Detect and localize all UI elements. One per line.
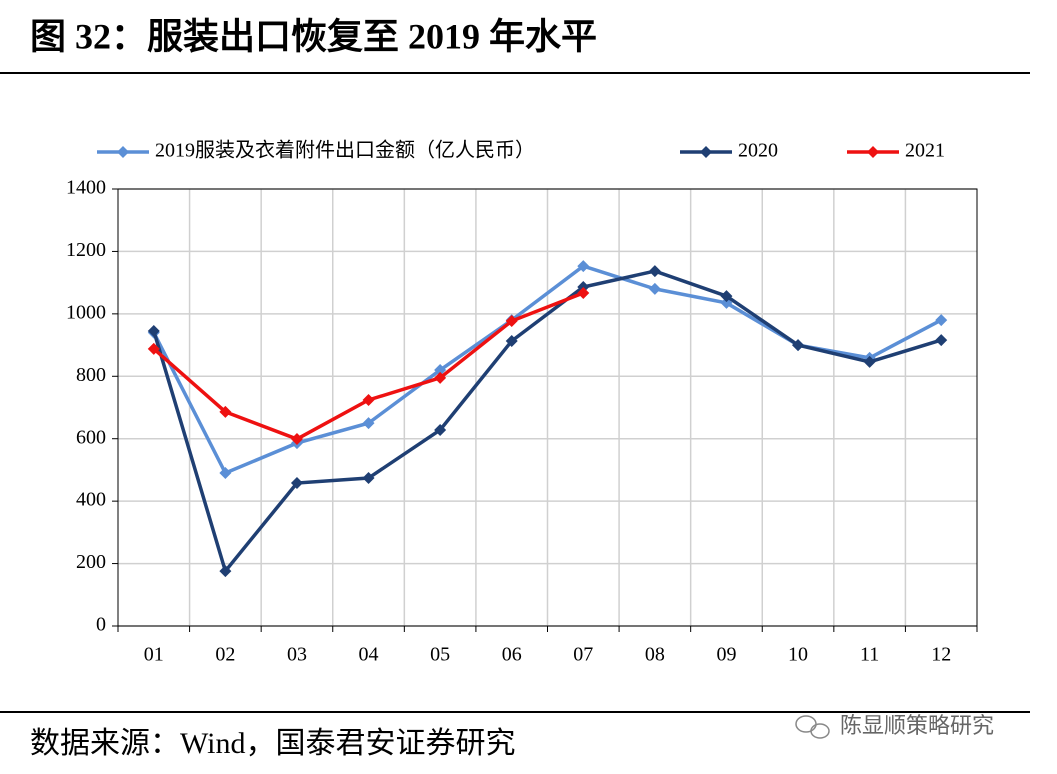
- x-tick-label: 01: [144, 644, 164, 666]
- source: 数据来源：Wind，国泰君安证券研究: [30, 727, 515, 760]
- legend-marker: [117, 146, 129, 158]
- marker: [863, 355, 876, 368]
- series-line: [152, 269, 942, 575]
- marker: [290, 477, 303, 490]
- y-tick-label: 400: [76, 489, 106, 511]
- marker: [505, 315, 518, 328]
- legend-label: 2021: [905, 140, 945, 162]
- x-tick-label: 11: [860, 644, 879, 666]
- y-tick-label: 800: [76, 364, 106, 386]
- x-tick-label: 02: [215, 644, 235, 666]
- y-tick-label: 200: [76, 551, 106, 573]
- marker: [505, 335, 518, 348]
- y-tick-label: 1200: [66, 239, 106, 261]
- x-tick-label: 07: [573, 644, 593, 666]
- x-tick-label: 10: [788, 644, 808, 666]
- marker: [147, 342, 160, 355]
- x-tick-label: 09: [716, 644, 736, 666]
- x-tick-label: 08: [645, 644, 665, 666]
- marker: [434, 423, 447, 436]
- marker: [219, 405, 232, 418]
- marker: [362, 472, 375, 485]
- legend-marker: [867, 146, 879, 158]
- marker: [577, 286, 590, 299]
- y-tick-label: 600: [76, 426, 106, 448]
- marker: [434, 371, 447, 384]
- marker: [577, 260, 590, 273]
- x-tick-label: 03: [287, 644, 307, 666]
- marker: [792, 339, 805, 352]
- marker: [219, 467, 232, 480]
- y-tick-label: 1400: [66, 177, 106, 199]
- plot-frame: [117, 188, 978, 627]
- watermark: 陈显顺策略研究: [840, 714, 994, 739]
- marker: [720, 290, 733, 303]
- marker: [362, 394, 375, 407]
- marker: [935, 334, 948, 347]
- y-tick-label: 0: [96, 614, 106, 636]
- marker: [935, 314, 948, 327]
- x-tick-label: 05: [430, 644, 450, 666]
- x-tick-label: 06: [502, 644, 522, 666]
- page-title: 图 32：服装出口恢复至 2019 年水平: [30, 16, 597, 56]
- marker: [219, 565, 232, 578]
- y-tick-label: 1000: [66, 301, 106, 323]
- x-tick-label: 04: [359, 644, 379, 666]
- marker: [362, 417, 375, 430]
- marker: [147, 325, 160, 338]
- watermark-icon: [795, 715, 830, 739]
- marker: [290, 433, 303, 446]
- marker: [434, 364, 447, 377]
- marker: [648, 282, 661, 295]
- legend-label: 2019服装及衣着附件出口金额（亿人民币）: [155, 139, 535, 162]
- legend-marker: [700, 146, 712, 158]
- legend-label: 2020: [738, 140, 778, 162]
- x-tick-label: 12: [931, 644, 951, 666]
- marker: [648, 265, 661, 278]
